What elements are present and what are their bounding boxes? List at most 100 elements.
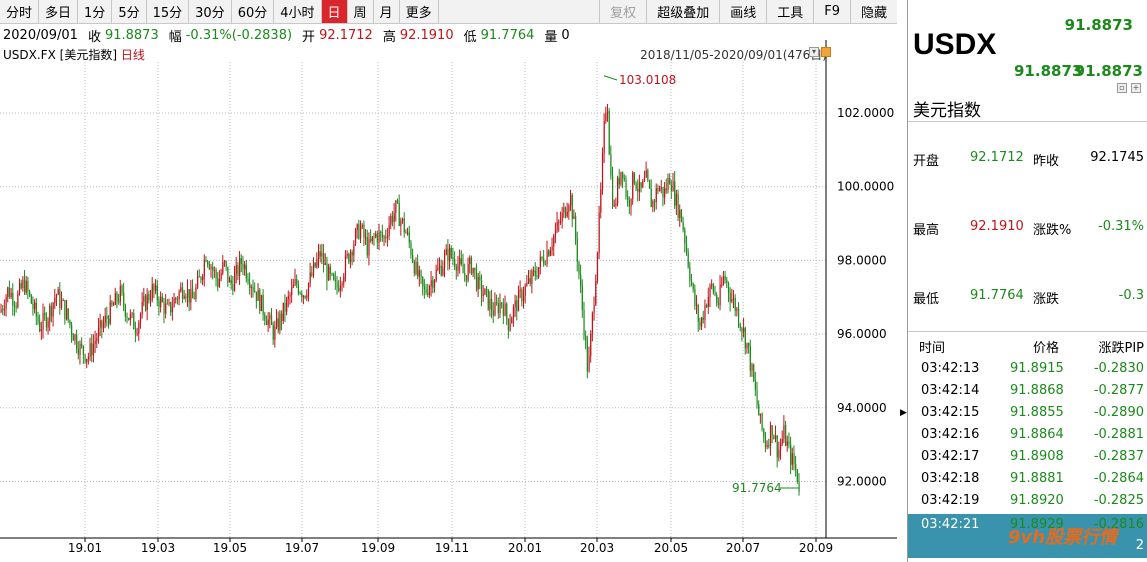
tool-button[interactable]: 超级叠加 <box>646 0 719 23</box>
tick-row[interactable]: 03:42:19 91.8920 -0.2825 <box>908 490 1147 512</box>
chart-period: 日线 <box>120 48 145 62</box>
period-button[interactable]: 日 <box>321 0 348 23</box>
candle-body <box>531 270 533 284</box>
period-button[interactable]: 1分 <box>78 0 113 23</box>
candle-body <box>506 303 508 319</box>
period-button[interactable]: 分时 <box>0 0 40 23</box>
candle-body <box>613 205 615 207</box>
tick-price: 91.8915 <box>1010 361 1064 376</box>
tick-row[interactable]: 03:42:21 91.8929 -0.2816 2 <box>908 514 1147 558</box>
tool-button[interactable]: 隐藏 <box>849 0 897 23</box>
candle-body <box>40 329 43 332</box>
x-tick-label: 20.09 <box>799 541 833 555</box>
period-button[interactable]: 60分 <box>232 0 275 23</box>
tick-row[interactable]: 03:42:17 91.8908 -0.2837 <box>908 446 1147 468</box>
max-pointer <box>603 75 618 81</box>
candle-body <box>339 285 342 291</box>
tick-header-change: 涨跌PIP <box>1098 341 1144 356</box>
candle-body <box>761 413 763 430</box>
candle-body <box>440 265 442 276</box>
candle-body <box>756 389 758 405</box>
candle-body <box>383 236 385 238</box>
candle-body <box>87 356 90 359</box>
info-change: -0.31%(-0.2838) <box>185 27 293 43</box>
candle-body <box>239 258 241 277</box>
period-button[interactable]: 月 <box>374 0 400 23</box>
candle-body <box>287 296 289 299</box>
tool-button[interactable]: 画线 <box>719 0 766 23</box>
expand-arrow-icon[interactable]: ▶ <box>900 408 907 418</box>
candle-body <box>528 278 530 283</box>
stat-label: 涨跌% <box>1033 223 1072 238</box>
candle-body <box>487 289 489 310</box>
candle-body <box>635 183 637 190</box>
x-tick-label: 19.07 <box>285 541 319 555</box>
candle-body <box>428 286 431 295</box>
tick-row[interactable]: 03:42:13 91.8915 -0.2830 <box>908 358 1147 380</box>
candle-body <box>783 425 785 439</box>
candle-body <box>677 193 679 218</box>
period-button[interactable]: 周 <box>348 0 374 23</box>
period-button[interactable]: 30分 <box>189 0 232 23</box>
candle-body <box>139 314 142 323</box>
candle-body <box>467 264 469 281</box>
candle-body <box>316 258 318 267</box>
tool-button[interactable]: 复权 <box>599 0 646 23</box>
candle-body <box>276 318 278 327</box>
settings-icon[interactable] <box>821 47 831 57</box>
candle-body <box>674 181 676 206</box>
period-button[interactable]: 5分 <box>112 0 147 23</box>
candle-body <box>176 298 179 300</box>
tick-change: -0.2864 <box>1093 471 1144 486</box>
tick-row[interactable]: 03:42:18 91.8881 -0.2864 <box>908 468 1147 490</box>
candle-body <box>284 302 286 312</box>
candle-body <box>492 310 494 316</box>
candle-body <box>32 303 34 309</box>
candle-body <box>418 270 421 277</box>
candle-body <box>581 286 583 310</box>
tool-button[interactable]: F9 <box>813 0 850 23</box>
candlestick-chart[interactable]: 102.0000 100.0000 98.0000 96.0000 94.0000 92.… <box>0 0 897 562</box>
candle-body <box>22 279 24 289</box>
candle-body <box>353 244 355 256</box>
candle-body <box>415 261 417 274</box>
tick-row[interactable]: 03:42:16 91.8864 -0.2881 <box>908 424 1147 446</box>
window-icon[interactable]: ▫ <box>1117 83 1127 93</box>
candle-body <box>99 320 101 328</box>
candle-body <box>118 301 120 303</box>
candle-body <box>39 322 41 332</box>
candle-body <box>380 231 382 233</box>
period-button[interactable]: 15分 <box>147 0 190 23</box>
candle-body <box>323 253 325 265</box>
candle-body <box>269 315 271 320</box>
period-button[interactable]: 更多 <box>400 0 439 23</box>
candle-body <box>74 334 76 341</box>
tool-button[interactable]: 工具 <box>766 0 813 23</box>
add-icon[interactable]: + <box>1131 83 1141 93</box>
candle-body <box>654 200 656 203</box>
candle-body <box>282 302 284 321</box>
period-button[interactable]: 多日 <box>39 0 79 23</box>
candle-body <box>54 297 56 303</box>
candle-body <box>373 236 375 238</box>
candle-body <box>746 343 748 349</box>
tick-row[interactable]: 03:42:14 91.8868 -0.2877 <box>908 380 1147 402</box>
candle-body <box>795 463 797 470</box>
stat-label: 涨跌 <box>1033 292 1060 307</box>
candle-body <box>606 111 609 114</box>
stat-label: 最低 <box>913 292 940 307</box>
tick-row[interactable]: 03:42:15 91.8855 -0.2890 <box>908 402 1147 424</box>
candle-body <box>146 294 148 311</box>
candle-body <box>205 259 207 262</box>
candle-body <box>237 265 239 277</box>
x-tick-label: 20.05 <box>654 541 688 555</box>
candle-body <box>163 301 165 314</box>
candle-body <box>433 280 436 288</box>
collapse-icon[interactable]: ▾ <box>809 47 819 57</box>
stat-label: 昨收 <box>1033 154 1060 169</box>
candle-body <box>47 321 49 328</box>
candle-body <box>655 188 657 203</box>
candle-body <box>781 438 783 445</box>
period-button[interactable]: 4小时 <box>274 0 322 23</box>
candle-body <box>556 221 558 231</box>
